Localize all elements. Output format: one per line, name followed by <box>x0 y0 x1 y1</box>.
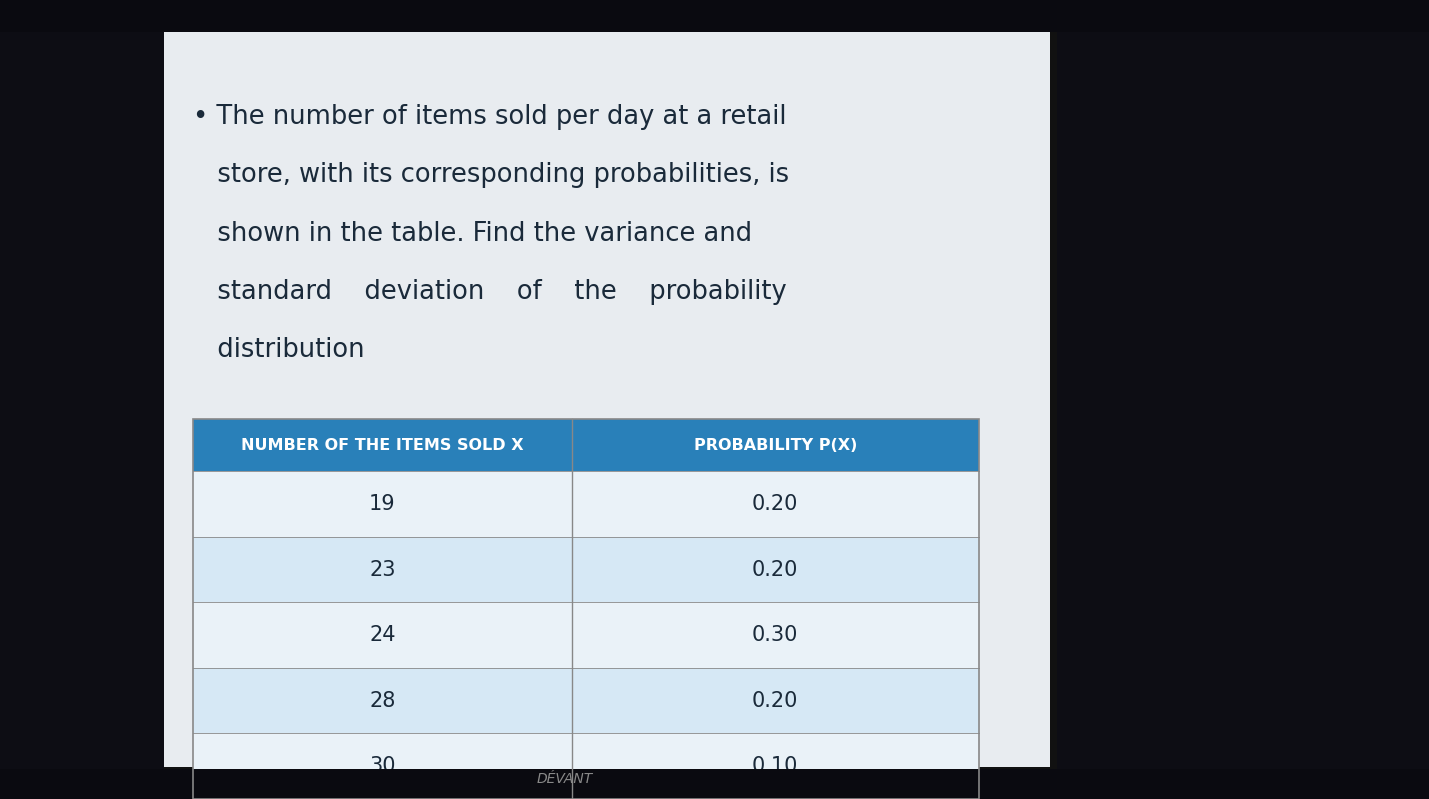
FancyBboxPatch shape <box>0 0 1429 32</box>
FancyBboxPatch shape <box>572 602 979 668</box>
Text: 28: 28 <box>369 690 396 711</box>
Text: shown in the table. Find the variance and: shown in the table. Find the variance an… <box>193 221 752 247</box>
FancyBboxPatch shape <box>193 733 572 799</box>
FancyBboxPatch shape <box>0 0 164 799</box>
Text: 0.20: 0.20 <box>752 559 799 580</box>
FancyBboxPatch shape <box>193 419 979 471</box>
Text: store, with its corresponding probabilities, is: store, with its corresponding probabilit… <box>193 162 789 189</box>
Text: 19: 19 <box>369 494 396 515</box>
FancyBboxPatch shape <box>1057 0 1429 799</box>
Text: distribution: distribution <box>193 337 364 364</box>
FancyBboxPatch shape <box>193 668 572 733</box>
Text: 0.10: 0.10 <box>752 756 799 777</box>
Text: DÉVANT: DÉVANT <box>536 772 593 786</box>
FancyBboxPatch shape <box>193 471 572 537</box>
FancyBboxPatch shape <box>193 537 572 602</box>
Text: 23: 23 <box>369 559 396 580</box>
Text: 0.20: 0.20 <box>752 494 799 515</box>
Text: • The number of items sold per day at a retail: • The number of items sold per day at a … <box>193 104 786 130</box>
FancyBboxPatch shape <box>164 32 1050 767</box>
FancyBboxPatch shape <box>572 471 979 537</box>
FancyBboxPatch shape <box>0 769 1429 799</box>
Text: standard    deviation    of    the    probability: standard deviation of the probability <box>193 279 787 305</box>
Text: PROBABILITY P(X): PROBABILITY P(X) <box>693 438 857 453</box>
Text: NUMBER OF THE ITEMS SOLD X: NUMBER OF THE ITEMS SOLD X <box>242 438 523 453</box>
Text: 0.30: 0.30 <box>752 625 799 646</box>
FancyBboxPatch shape <box>193 602 572 668</box>
FancyBboxPatch shape <box>572 668 979 733</box>
Text: 30: 30 <box>369 756 396 777</box>
FancyBboxPatch shape <box>572 537 979 602</box>
Text: 0.20: 0.20 <box>752 690 799 711</box>
Text: 24: 24 <box>369 625 396 646</box>
FancyBboxPatch shape <box>572 733 979 799</box>
